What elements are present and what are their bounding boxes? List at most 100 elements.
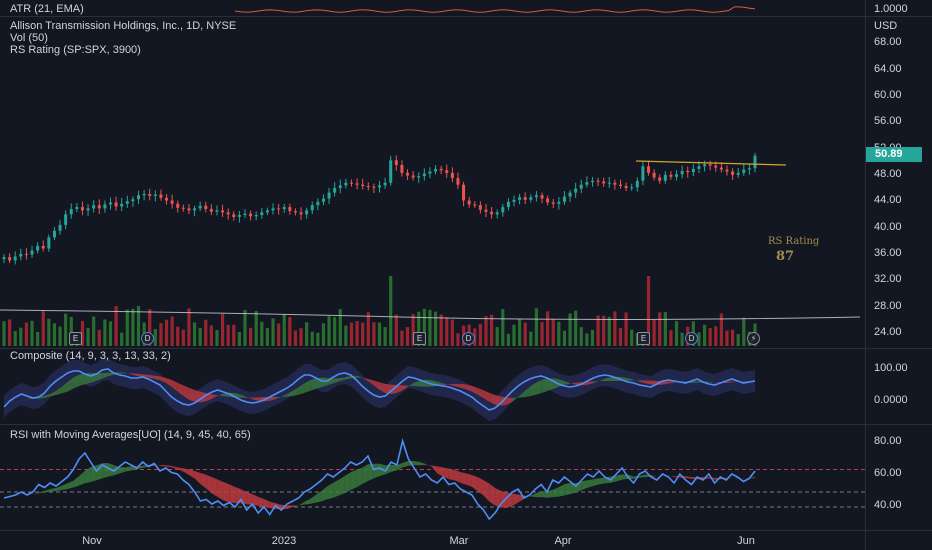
composite-ma-fill — [604, 377, 611, 381]
volume-bar — [484, 316, 488, 346]
volume-bar — [596, 315, 600, 346]
candle — [518, 197, 522, 200]
rsi-ma-fill — [44, 489, 51, 493]
rsi-ma-fill — [454, 469, 461, 483]
candle — [467, 200, 471, 205]
volume-bar — [277, 323, 281, 346]
candle — [596, 180, 600, 182]
rsi-ma-fill — [419, 462, 426, 466]
volume-bar — [97, 329, 101, 346]
candle — [400, 164, 404, 173]
candle — [114, 202, 118, 207]
rsi-ma-fill — [246, 492, 253, 505]
volume-bar — [742, 317, 746, 346]
volume-bar — [30, 320, 34, 346]
composite-ma-fill — [529, 383, 536, 397]
volume-bar — [310, 331, 314, 346]
volume-bar — [669, 330, 673, 346]
composite-ma-fill — [240, 394, 247, 398]
composite-ma-fill — [206, 393, 212, 402]
composite-ma-fill — [188, 387, 195, 402]
volume-bar — [557, 321, 561, 346]
volume-bar — [551, 318, 555, 346]
volume-bar — [540, 322, 544, 346]
rsi-ma-fill — [564, 483, 571, 496]
lightning-icon[interactable]: ⚡ — [747, 332, 760, 345]
volume-bar — [630, 329, 634, 346]
rsi-label[interactable]: RSI with Moving Averages[UO] (14, 9, 45,… — [10, 429, 251, 441]
volume-bar — [125, 309, 129, 346]
candle — [747, 168, 751, 170]
atr-label[interactable]: ATR (21, EMA) — [10, 3, 84, 15]
volume-bar — [658, 312, 662, 346]
candle — [232, 214, 236, 217]
rsi-ma-fill — [171, 465, 178, 470]
candle — [697, 166, 701, 169]
candle — [8, 257, 12, 261]
rsi-ma-fill — [685, 476, 692, 479]
composite-ma-fill — [639, 380, 646, 384]
volume-bar — [260, 321, 264, 346]
candle — [691, 168, 695, 173]
composite-ma-fill — [523, 387, 530, 398]
rsi-ma-fill — [252, 494, 259, 506]
dividend-marker[interactable]: D — [141, 332, 154, 345]
x-tick-mar: Mar — [449, 535, 469, 547]
volume-bar — [120, 332, 124, 346]
volume-bar — [316, 332, 320, 346]
composite-ma-fill — [333, 378, 340, 384]
composite-ma-fill — [119, 372, 126, 374]
rs-legend[interactable]: RS Rating (SP:SPX, 3900) — [10, 44, 141, 56]
composite-ma-fill — [414, 380, 420, 387]
earnings-marker[interactable]: E — [637, 332, 650, 345]
rsi-ma-fill — [32, 492, 39, 495]
dividend-marker[interactable]: D — [685, 332, 698, 345]
earnings-marker[interactable]: E — [69, 332, 82, 345]
volume-bar — [411, 314, 415, 346]
composite-ma-fill — [304, 380, 311, 393]
candle — [321, 198, 325, 202]
volume-bar — [506, 333, 511, 346]
composite-label[interactable]: Composite (14, 9, 3, 3, 13, 33, 2) — [10, 350, 171, 362]
volume-bar — [204, 319, 208, 346]
candle — [243, 213, 247, 215]
composite-ma-fill — [344, 376, 351, 380]
symbol-title[interactable]: Allison Transmission Holdings, Inc., 1D,… — [10, 20, 237, 32]
volume-bar — [282, 314, 286, 346]
price-tick: 32.00 — [874, 273, 902, 286]
candle — [355, 183, 359, 185]
rsi-ma-fill — [414, 461, 420, 466]
volume-bar — [478, 323, 482, 346]
candle — [52, 230, 56, 238]
volume-bar — [237, 331, 241, 346]
volume-bar — [663, 312, 667, 346]
composite-ma-fill — [165, 377, 172, 387]
candle — [506, 201, 510, 208]
candle — [170, 200, 174, 204]
candle — [445, 170, 449, 173]
composite-ma-fill — [731, 381, 738, 383]
dividend-marker[interactable]: D — [462, 332, 475, 345]
volume-bar — [136, 306, 141, 346]
candle — [148, 193, 152, 196]
candle — [108, 202, 112, 205]
rsi-ma-fill — [425, 464, 432, 467]
composite-ma-fill — [564, 381, 571, 385]
price-tick: 64.00 — [874, 62, 902, 75]
candle — [652, 172, 656, 178]
volume-bar — [574, 310, 578, 346]
candle — [618, 184, 622, 187]
composite-ma-fill — [593, 381, 600, 384]
composite-ma-fill — [281, 394, 288, 397]
composite-ma-fill — [535, 380, 542, 395]
volume-bar — [546, 311, 550, 346]
volume-legend[interactable]: Vol (50) — [10, 32, 48, 44]
earnings-marker[interactable]: E — [413, 332, 426, 345]
candle — [333, 188, 337, 193]
volume-bar — [456, 333, 460, 346]
volume-bar — [159, 323, 163, 346]
rsi-ma-fill — [84, 467, 91, 484]
composite-ma-fill — [79, 373, 85, 387]
candle — [478, 205, 482, 210]
composite-ma-fill — [627, 378, 634, 381]
